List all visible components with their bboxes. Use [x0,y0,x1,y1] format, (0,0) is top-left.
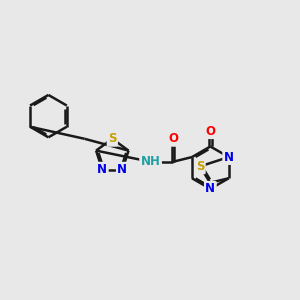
Text: O: O [206,125,215,138]
Text: S: S [196,160,204,173]
Text: S: S [108,132,117,145]
Text: N: N [97,163,107,176]
Text: O: O [168,132,178,145]
Text: N: N [206,182,215,195]
Text: N: N [117,163,127,176]
Text: N: N [224,151,234,164]
Text: NH: NH [141,155,160,168]
